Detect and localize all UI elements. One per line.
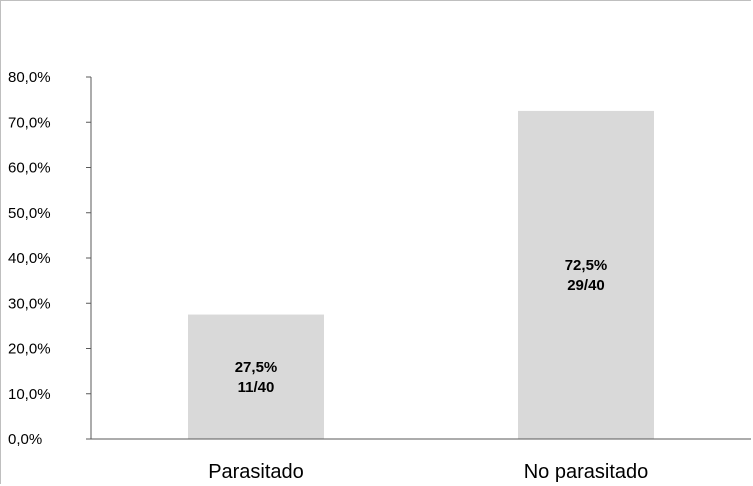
bar-data-label: 27,5% <box>235 359 278 376</box>
bar-parasitado <box>188 314 324 439</box>
bar-data-label: 29/40 <box>567 277 605 294</box>
x-category-label: No parasitado <box>524 461 649 483</box>
y-tick-label: 60,0% <box>8 160 51 177</box>
y-tick-label: 50,0% <box>8 205 51 222</box>
bar-data-label: 72,5% <box>565 257 608 274</box>
y-tick-label: 80,0% <box>8 69 51 86</box>
bar-data-label: 11/40 <box>238 379 275 396</box>
y-tick-label: 70,0% <box>8 114 51 131</box>
y-tick-label: 30,0% <box>8 295 51 312</box>
y-tick-label: 20,0% <box>8 341 51 358</box>
bar-no-parasitado <box>518 110 654 439</box>
y-tick-label: 10,0% <box>8 386 51 403</box>
y-tick-label: 0,0% <box>8 431 42 448</box>
y-tick-label: 40,0% <box>8 250 51 267</box>
x-category-label: Parasitado <box>208 461 304 483</box>
